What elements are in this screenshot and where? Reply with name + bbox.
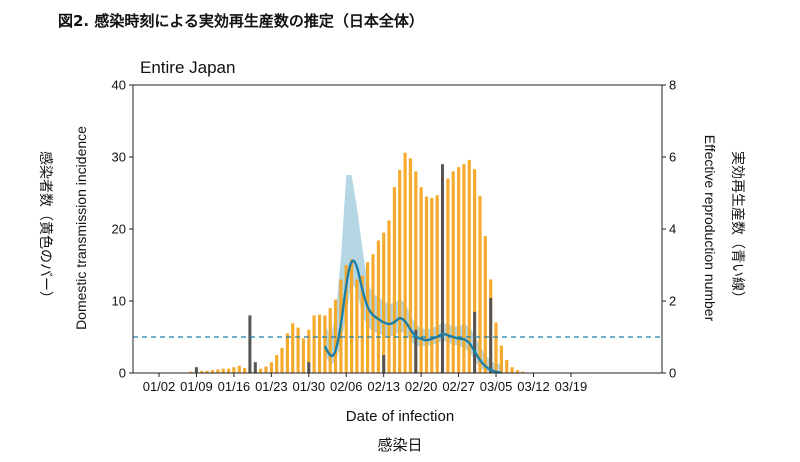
incidence-bar: [307, 329, 311, 373]
incidence-bar: [301, 338, 305, 373]
incidence-bar: [446, 178, 450, 373]
x-tick-label: 01/23: [255, 379, 288, 394]
incidence-bar: [521, 371, 525, 373]
y-left-tick-label: 30: [112, 150, 126, 165]
incidence-bar: [462, 164, 466, 373]
imported-bar: [441, 164, 444, 373]
incidence-bar: [398, 170, 402, 373]
x-tick-label: 03/12: [517, 379, 550, 394]
imported-bar: [253, 362, 257, 373]
y-left-tick-label: 40: [112, 78, 126, 93]
incidence-bar: [296, 327, 300, 373]
imported-bar: [473, 311, 477, 373]
x-tick-label: 02/20: [405, 379, 438, 394]
incidence-bar: [366, 262, 370, 373]
incidence-bar: [333, 299, 338, 373]
incidence-bar: [317, 314, 322, 373]
incidence-bar: [200, 370, 204, 373]
incidence-bar: [264, 366, 268, 373]
y-left-tick-label: 20: [112, 222, 126, 237]
incidence-bar: [344, 265, 348, 373]
incidence-bar: [505, 360, 509, 373]
incidence-bar: [403, 152, 407, 373]
incidence-bar: [515, 370, 520, 373]
rt-line-group: [133, 259, 662, 374]
incidence-bar: [483, 236, 487, 373]
y-left-tick-label: 0: [119, 366, 126, 381]
axes-group: 01/02 01/09 01/16 01/23 01/30 02/06 02/13 02/20…: [112, 78, 677, 395]
incidence-bar: [430, 198, 434, 373]
x-axis-label: Date of infection: [345, 408, 455, 425]
y-right-tick-label: 2: [669, 294, 676, 309]
incidence-bar: [328, 308, 332, 373]
incidence-bar: [243, 368, 247, 373]
incidence-bar: [392, 187, 396, 373]
incidence-bar: [408, 158, 412, 373]
y-right-tick-label: 4: [669, 222, 676, 237]
imported-bars-group: [194, 164, 493, 373]
incidence-bars-group: [189, 152, 525, 373]
incidence-bar: [414, 171, 418, 373]
incidence-bar: [499, 345, 503, 373]
imported-bar: [248, 315, 252, 373]
incidence-bar: [216, 369, 220, 373]
incidence-bar: [382, 232, 386, 373]
imported-bar: [194, 367, 198, 373]
incidence-bar: [360, 275, 364, 373]
x-tick-label: 02/06: [330, 379, 363, 394]
x-axis-label-jp: 感染日: [377, 436, 423, 454]
incidence-bar: [232, 367, 236, 373]
y-right-tick-label: 6: [669, 150, 676, 165]
rt-mean-line: [323, 259, 502, 374]
incidence-bar: [237, 365, 241, 373]
incidence-bar: [323, 315, 327, 373]
chart-title: Entire Japan: [140, 58, 236, 77]
y-right-tick-label: 0: [669, 366, 676, 381]
imported-bar: [382, 355, 386, 373]
incidence-bar: [227, 368, 231, 373]
incidence-bar: [376, 240, 380, 373]
incidence-bar: [510, 367, 514, 373]
incidence-bar: [275, 355, 279, 373]
incidence-bar: [435, 195, 439, 373]
incidence-bar: [424, 196, 429, 373]
x-tick-label: 01/02: [143, 379, 176, 394]
incidence-bar: [419, 187, 423, 373]
incidence-bar: [291, 323, 295, 373]
x-tick-label: 01/09: [180, 379, 213, 394]
x-tick-label: 03/05: [480, 379, 513, 394]
incidence-bar: [269, 362, 273, 373]
incidence-bar: [387, 220, 391, 373]
incidence-bar: [189, 371, 193, 373]
figure-title: 図2. 感染時刻による実効再生産数の推定（日本全体）: [58, 12, 424, 30]
incidence-bar: [467, 159, 471, 373]
incidence-bar: [355, 279, 359, 373]
incidence-bar: [285, 333, 289, 373]
incidence-bar: [350, 259, 354, 373]
incidence-bar: [457, 167, 461, 373]
incidence-bar: [280, 347, 284, 373]
incidence-bar: [473, 169, 477, 373]
incidence-bar: [221, 368, 225, 373]
incidence-bar: [210, 370, 215, 373]
incidence-bar: [259, 368, 263, 373]
x-tick-label: 01/16: [218, 379, 251, 394]
x-tick-label: 03/19: [555, 379, 588, 394]
incidence-bar: [205, 370, 209, 373]
incidence-bar: [451, 171, 455, 373]
y-left-tick-label: 10: [112, 294, 126, 309]
y-right-tick-label: 8: [669, 78, 676, 93]
x-tick-label: 01/30: [293, 379, 326, 394]
x-tick-label: 02/13: [367, 379, 400, 394]
incidence-bar: [494, 322, 498, 373]
incidence-bar: [312, 315, 316, 373]
imported-bar: [414, 329, 418, 373]
imported-bar: [489, 298, 493, 373]
x-tick-label: 02/27: [442, 379, 475, 394]
incidence-bar: [478, 195, 482, 373]
imported-bar: [307, 362, 311, 373]
